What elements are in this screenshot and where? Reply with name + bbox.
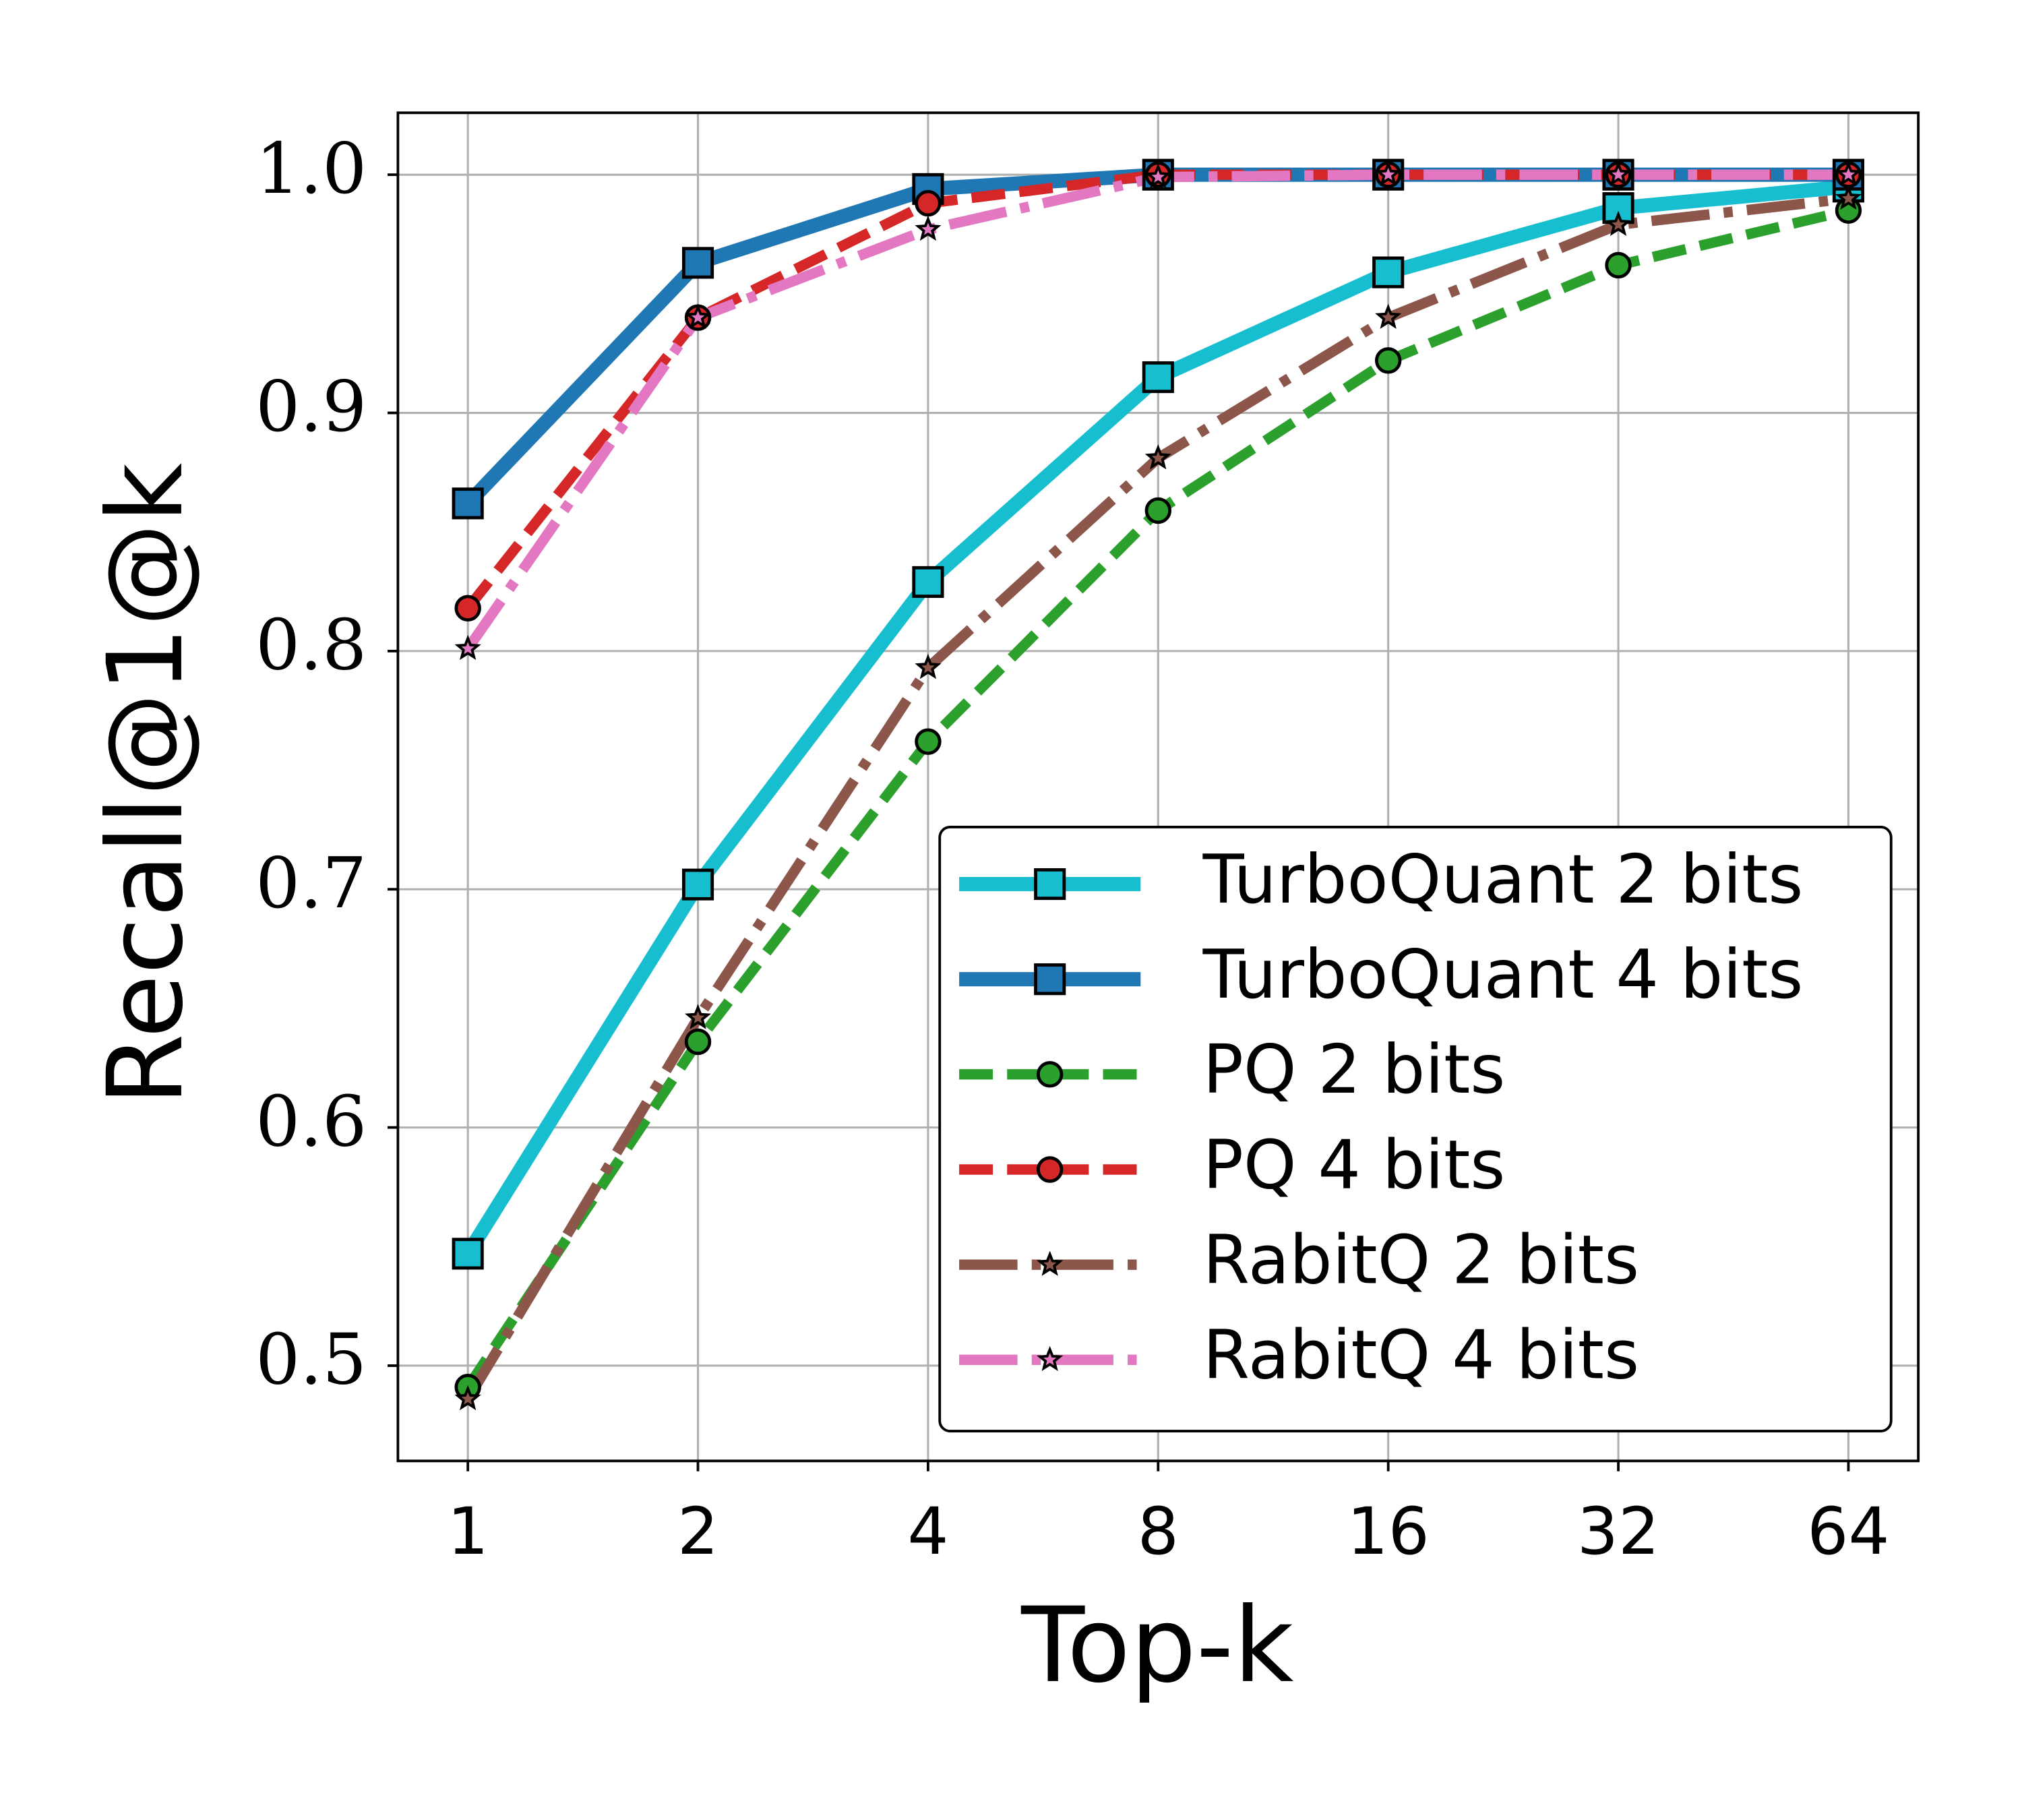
y-tick-label: 0.6 [255, 1081, 367, 1162]
x-axis-label: Top-k [1020, 1585, 1293, 1706]
y-tick-label: 0.8 [255, 605, 367, 686]
legend-box [938, 826, 1893, 1432]
marker [1605, 210, 1632, 237]
x-tick-label: 1 [448, 1494, 489, 1569]
marker [1144, 497, 1172, 524]
marker [1372, 256, 1405, 289]
marker [1375, 303, 1402, 329]
legend-label: TurboQuant 4 bits [1202, 935, 1804, 1014]
marker [1375, 160, 1402, 186]
x-tick-label: 8 [1138, 1494, 1179, 1569]
marker [1142, 361, 1174, 394]
marker [452, 1238, 484, 1270]
legend-marker [1036, 1061, 1064, 1088]
marker [915, 215, 942, 241]
marker [915, 189, 942, 217]
marker [684, 1028, 712, 1056]
legend-marker [1037, 1345, 1064, 1371]
marker [915, 654, 942, 679]
marker [684, 1004, 712, 1029]
marker [915, 728, 942, 755]
marker [1605, 251, 1632, 279]
marker [681, 247, 714, 279]
x-tick-label: 4 [907, 1494, 948, 1569]
legend-marker [1034, 963, 1066, 996]
marker [454, 634, 481, 661]
ticks: 1 2 4 8 16 32 64 0.5 0.6 0.7 0.8 0.9 1.0 [255, 129, 1890, 1569]
marker [454, 595, 481, 622]
marker [1144, 163, 1171, 189]
legend-marker [1036, 1156, 1064, 1183]
marker [1374, 347, 1402, 374]
marker [681, 868, 714, 901]
legend-label: RabitQ 2 bits [1203, 1220, 1640, 1299]
legend-label: TurboQuant 2 bits [1202, 840, 1804, 919]
marker [684, 303, 712, 329]
legend-label: PQ 2 bits [1203, 1030, 1506, 1109]
marker [454, 1385, 481, 1411]
y-tick-label: 0.9 [255, 367, 367, 448]
marker [1835, 160, 1862, 186]
marker [912, 566, 944, 598]
legend-label: RabitQ 4 bits [1203, 1316, 1640, 1395]
y-axis-label: Recall@1@k [86, 463, 206, 1106]
marker [452, 487, 484, 520]
marker [1605, 160, 1632, 186]
legend-marker [1034, 868, 1066, 901]
legend-marker [1037, 1250, 1064, 1276]
legend: TurboQuant 2 bits TurboQuant 4 bits PQ 2 b… [938, 826, 1893, 1432]
x-tick-label: 32 [1577, 1494, 1659, 1569]
y-tick-label: 1.0 [255, 129, 367, 210]
marker [1835, 184, 1862, 210]
plot [452, 158, 1865, 1411]
x-tick-label: 16 [1347, 1494, 1430, 1569]
legend-label: PQ 4 bits [1203, 1125, 1506, 1204]
marker [1144, 444, 1171, 470]
x-tick-label: 64 [1807, 1494, 1889, 1569]
x-tick-label: 2 [677, 1494, 718, 1569]
y-tick-label: 0.5 [255, 1320, 367, 1401]
y-tick-label: 0.7 [255, 843, 367, 924]
